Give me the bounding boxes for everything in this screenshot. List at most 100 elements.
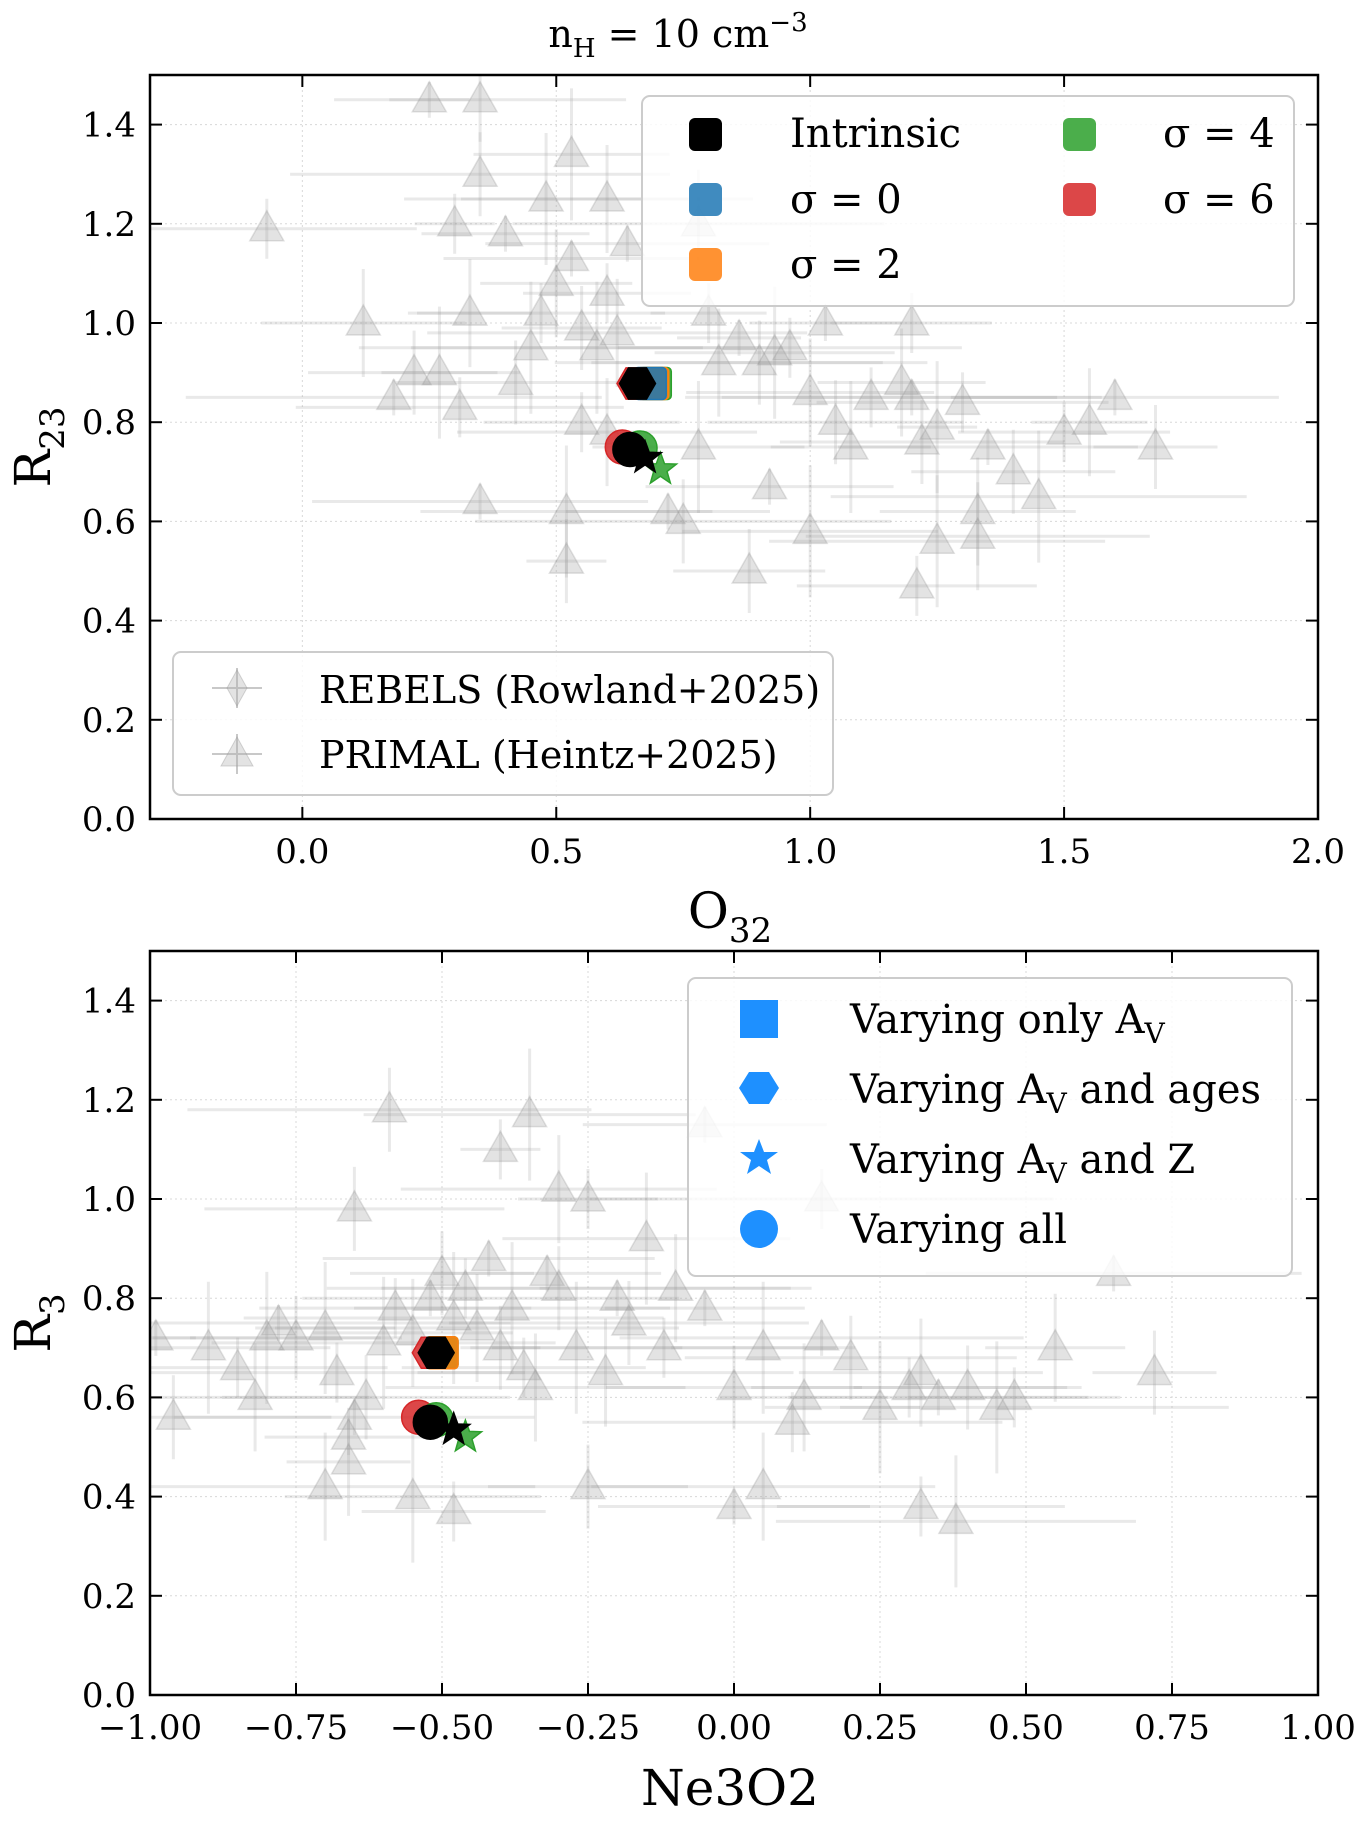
legend-entry-sigma6: σ = 6 [1063,177,1275,223]
observation-point [684,1315,1017,1400]
observation-point [673,529,826,613]
x-tick-label: 2.0 [1291,832,1345,872]
observation-point [150,1375,332,1460]
observation-point [363,1048,696,1181]
model-point-star-intrinsic [435,1410,472,1446]
bottom-x-axis-label: Ne3O2 [641,1759,819,1817]
svg-text:Varying AV and ages: Varying AV and ages [849,1067,1261,1120]
y-tick-label: 1.0 [82,1180,136,1220]
legend-entry-varying-av-ages: Varying AV and ages [739,1067,1261,1120]
observation-point [211,1276,556,1409]
observation-point [350,1231,534,1316]
observation-point [677,318,802,356]
observation-point [295,377,624,438]
observation-point [150,1432,536,1541]
observation-point [591,320,928,405]
observation-point [385,1333,686,1442]
observation-point [764,1341,1229,1474]
observation-point [460,1305,541,1390]
model-point-star-intrinsic [626,438,664,474]
observation-point [421,214,590,252]
observation-point [682,465,939,598]
observation-point [174,1397,535,1436]
legend-entry-primal: PRIMAL (Heintz+2025) [212,733,778,777]
top-observations [150,75,1279,616]
observation-point [259,1278,532,1339]
legend-entry-sigma2: σ = 2 [689,242,902,288]
observation-point [470,1281,683,1414]
observation-point [407,259,532,368]
svg-text:Intrinsic: Intrinsic [790,111,961,157]
triangle-marker-icon [220,735,254,767]
observation-point [284,1430,541,1563]
observation-point [1031,368,1148,477]
observation-point [334,75,627,142]
y-tick-label: 0.0 [82,1676,136,1716]
svg-text:Varying all: Varying all [849,1207,1067,1253]
x-tick-label: 0.0 [275,832,329,872]
svg-text:σ = 4: σ = 4 [1163,111,1275,157]
observation-point [150,1281,331,1414]
y-tick-label: 1.4 [82,106,136,146]
observation-point [185,377,602,416]
x-tick-label: −0.25 [536,1708,640,1748]
legend-swatch-sigma4 [1063,118,1096,151]
observation-point [897,361,978,494]
observation-point [152,1271,381,1404]
model-point-hexagon-intrinsic [618,367,657,400]
y-tick-label: 1.4 [82,982,136,1022]
legend-swatch-sigma0 [689,183,722,216]
hexagon-marker-icon [739,1072,779,1104]
observation-point [775,1455,1136,1588]
x-tick-label: 0.5 [529,832,583,872]
observation-point [686,338,935,447]
y-tick-label: 0.8 [82,1279,136,1319]
x-tick-label: −0.50 [390,1708,494,1748]
observation-point [805,482,1150,591]
observation-point [501,285,662,370]
observation-point [404,133,689,265]
bottom-panel: −1.00 −0.75 −0.50 −0.25 0.00 0.25 0.50 0.75 1.00… [4,949,1356,1817]
top-plot-frame [148,73,1320,821]
observation-point [769,475,1106,608]
legend-entry-sigma4: σ = 4 [1063,111,1275,157]
observation-point [619,1318,1024,1356]
observation-point [480,229,633,338]
observation-point [275,1273,680,1382]
observation-point [410,281,783,414]
observation-point [361,1481,546,1542]
observation-point [751,1357,1068,1418]
y-tick-label: 0.8 [82,403,136,443]
top-y-axis-label: R23 [4,407,73,488]
legend-entry-varying-all: Varying all [740,1207,1067,1253]
observation-point [326,1246,791,1331]
x-tick-label: −1.00 [98,1708,202,1748]
observation-point [354,1242,671,1375]
observation-point [582,1392,1003,1453]
observation-point [591,1432,936,1541]
observation-point [1093,405,1218,489]
observation-point [796,555,1037,616]
observation-point [685,367,1058,428]
svg-text:REBELS (Rowland+2025): REBELS (Rowland+2025) [319,668,820,712]
legend-entry-intrinsic: Intrinsic [689,111,961,157]
observation-point [830,430,1247,563]
bottom-y-axis-label: R3 [4,1293,73,1352]
observation-point [322,1238,655,1277]
y-tick-label: 0.2 [82,701,136,741]
top-x-axis-label: O32 [688,882,772,951]
bottom-ticks: −1.00 −0.75 −0.50 −0.25 0.00 0.25 0.50 0.75 1.00… [82,951,1356,1748]
observation-point [645,467,894,505]
x-tick-label: 1.0 [783,832,837,872]
observation-point [491,1317,836,1378]
y-tick-label: 0.4 [82,1478,136,1518]
observation-point [286,1407,411,1516]
observation-point [204,1166,505,1251]
observation-point [381,1258,550,1319]
x-tick-label: 0.75 [1134,1708,1210,1748]
top-ticks: 0.0 0.5 1.0 1.5 2.0 0.0 0.2 0.4 0.6 0.8 1.0 1.2 1.4 [82,75,1345,872]
observation-point [908,1367,1121,1428]
top-panel: 0.0 0.5 1.0 1.5 2.00.00.20.40.60.81.01.21.4 … [4,73,1345,951]
observation-point [395,340,636,425]
svg-text:σ = 2: σ = 2 [790,242,902,288]
